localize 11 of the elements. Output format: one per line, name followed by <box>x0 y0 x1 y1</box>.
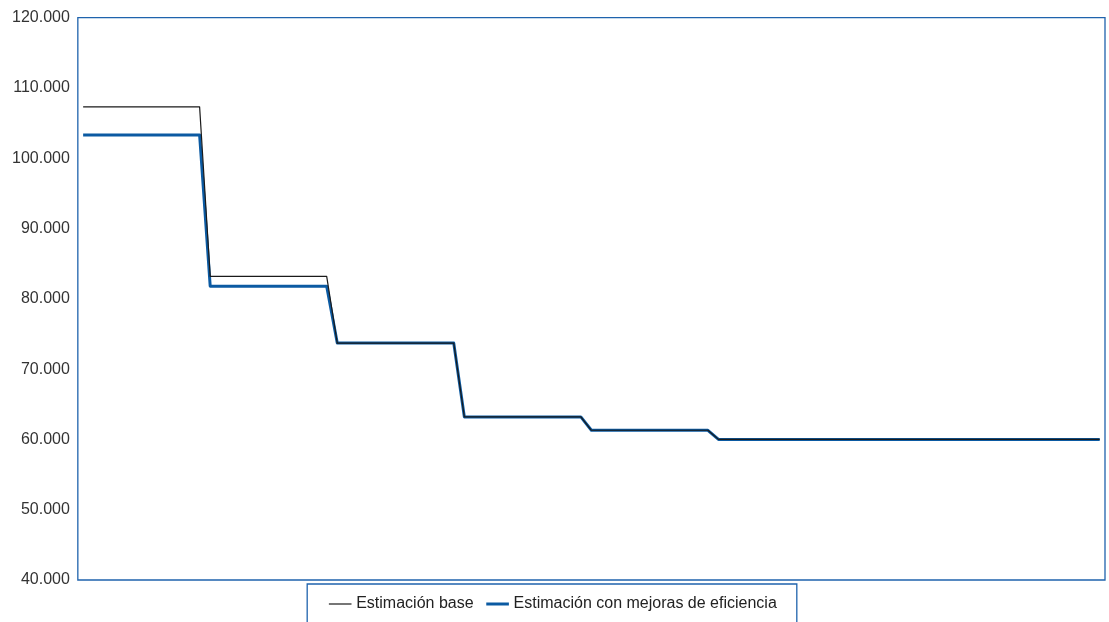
y-tick-label: 120.000 <box>11 8 70 26</box>
y-tick-label: 110.000 <box>13 78 70 96</box>
y-tick-label: 100.000 <box>11 148 70 166</box>
y-tick-label: 90.000 <box>20 218 70 236</box>
legend-label: Estimación base <box>356 594 474 612</box>
y-tick-label: 70.000 <box>20 359 70 377</box>
y-tick-label: 60.000 <box>20 429 70 447</box>
y-tick-label: 80.000 <box>20 289 70 307</box>
y-tick-label: 40.000 <box>20 570 70 588</box>
y-tick-label: 50.000 <box>20 500 70 518</box>
legend-label: Estimación con mejoras de eficiencia <box>513 594 777 612</box>
